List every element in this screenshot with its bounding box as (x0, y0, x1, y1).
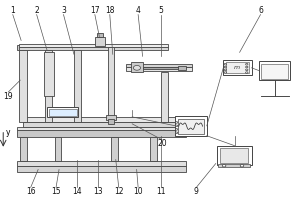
Circle shape (224, 66, 226, 68)
Bar (178, 66, 186, 70)
Text: 18: 18 (105, 6, 115, 15)
Bar (49, 109, 77, 116)
Bar (44, 52, 54, 96)
Text: 4: 4 (136, 6, 141, 15)
Bar (17, 127, 186, 130)
Text: 17: 17 (90, 6, 100, 15)
Circle shape (246, 63, 248, 65)
Circle shape (176, 122, 178, 123)
Text: 3: 3 (61, 6, 66, 15)
Circle shape (246, 66, 248, 68)
Circle shape (134, 65, 140, 70)
Text: 10: 10 (133, 187, 143, 196)
Bar (17, 45, 28, 50)
Bar (95, 37, 105, 46)
Bar (106, 115, 116, 120)
Bar (178, 119, 204, 134)
Text: y: y (6, 128, 11, 137)
Text: 13: 13 (93, 187, 103, 196)
Text: 20: 20 (157, 139, 167, 148)
Bar (226, 62, 249, 73)
Bar (217, 146, 252, 165)
Bar (161, 72, 168, 122)
Bar (17, 166, 186, 171)
Text: 1: 1 (11, 6, 15, 15)
Bar (17, 161, 186, 166)
Text: 12: 12 (114, 187, 124, 196)
Text: 9: 9 (194, 187, 199, 196)
Bar (23, 122, 178, 127)
Bar (45, 50, 52, 122)
Bar (108, 119, 114, 124)
Text: 16: 16 (26, 187, 35, 196)
Bar (20, 137, 27, 161)
Bar (143, 67, 179, 69)
Text: 15: 15 (51, 187, 61, 196)
Circle shape (246, 72, 248, 73)
Bar (220, 148, 248, 163)
Circle shape (224, 63, 226, 65)
Bar (23, 117, 178, 122)
Bar (218, 164, 250, 167)
Bar (19, 47, 168, 50)
Text: 2: 2 (34, 6, 39, 15)
Text: 6: 6 (258, 6, 263, 15)
Bar (97, 33, 103, 37)
Bar (47, 107, 78, 117)
Bar (55, 137, 61, 161)
Bar (176, 116, 207, 136)
Bar (126, 64, 192, 67)
Circle shape (176, 132, 178, 134)
Text: 14: 14 (72, 187, 82, 196)
Bar (74, 50, 81, 122)
Bar (17, 130, 186, 137)
Text: 11: 11 (156, 187, 165, 196)
Text: 19: 19 (4, 92, 13, 101)
Bar (108, 47, 114, 117)
Circle shape (224, 72, 226, 73)
Bar (19, 46, 27, 122)
Circle shape (176, 125, 178, 127)
Text: m: m (234, 65, 240, 70)
Text: 5: 5 (158, 6, 163, 15)
Bar (126, 67, 192, 71)
Bar (111, 137, 118, 161)
Bar (261, 64, 288, 79)
Bar (131, 62, 143, 72)
Bar (223, 60, 252, 75)
Bar (150, 137, 157, 161)
Bar (19, 44, 168, 47)
Circle shape (222, 165, 226, 167)
Circle shape (246, 69, 248, 71)
Bar (259, 61, 290, 80)
Circle shape (176, 129, 178, 130)
Circle shape (240, 165, 244, 167)
Circle shape (224, 69, 226, 71)
